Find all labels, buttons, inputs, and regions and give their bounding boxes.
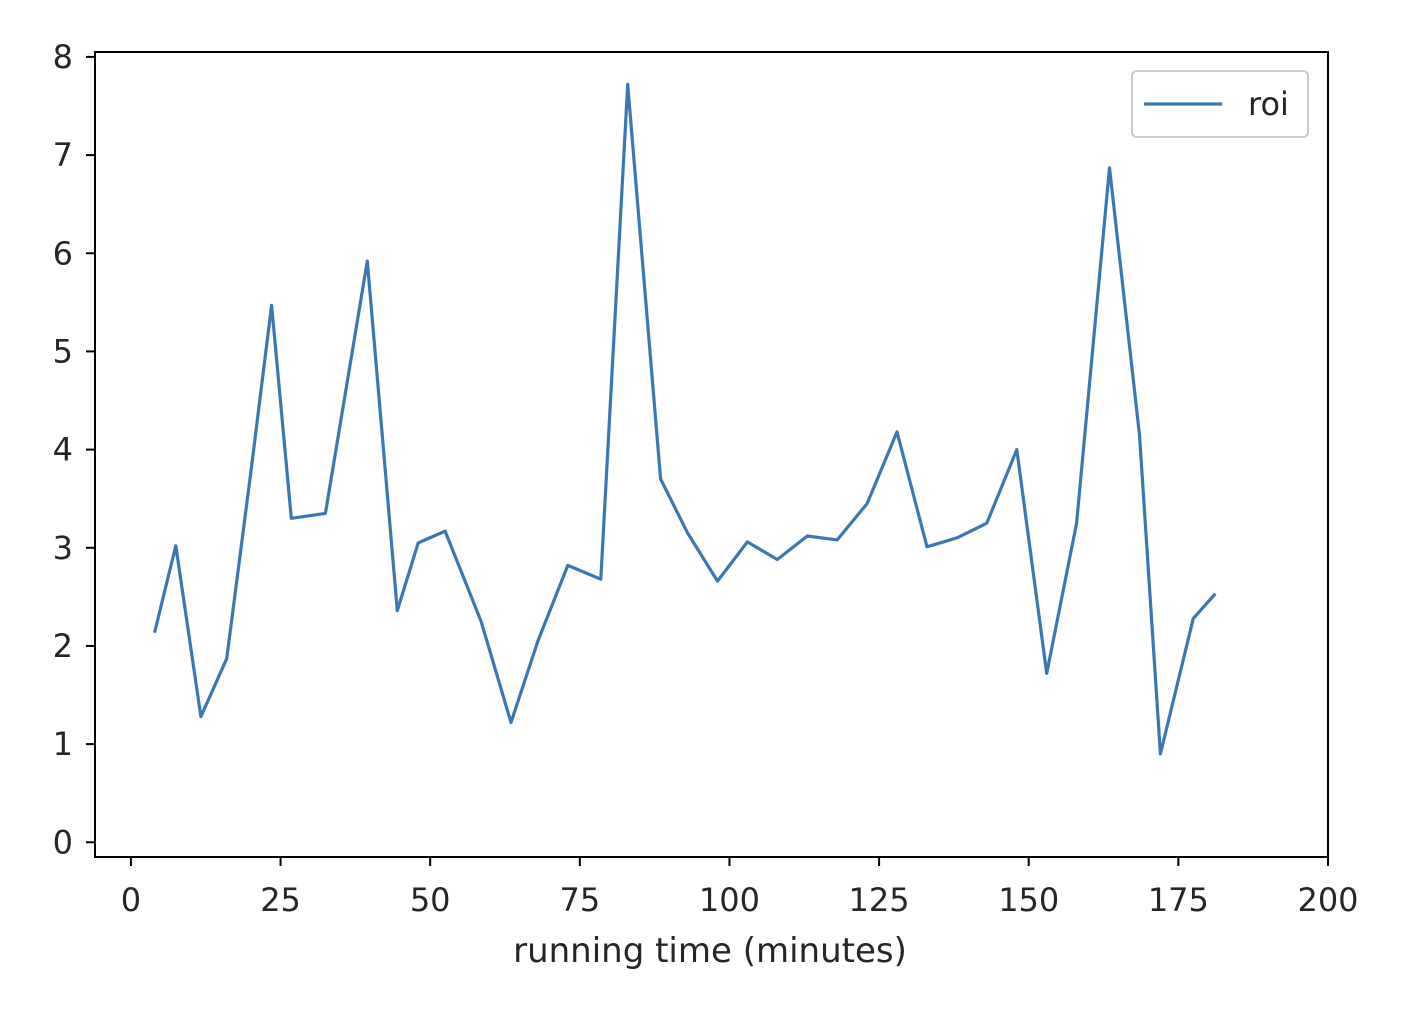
legend: roi	[1131, 70, 1309, 138]
x-tick-label: 25	[260, 881, 301, 919]
series-layer	[152, 82, 1217, 756]
x-axis: 0 25 50 75 100 125 150 175 200	[121, 857, 1359, 919]
y-tick-label: 6	[53, 234, 73, 272]
legend-label: roi	[1248, 85, 1289, 123]
y-tick-label: 4	[53, 431, 73, 469]
y-axis: 0 1 2 3 4 5 6 7 8	[53, 38, 95, 861]
y-tick-label: 7	[53, 136, 73, 174]
x-tick-label: 0	[121, 881, 141, 919]
y-tick-label: 3	[53, 529, 73, 567]
x-axis-label: running time (minutes)	[513, 931, 907, 971]
y-tick-label: 1	[53, 725, 73, 763]
plot-frame	[94, 51, 1329, 858]
y-tick-label: 2	[53, 627, 73, 665]
y-tick-label: 8	[53, 38, 73, 76]
x-tick-label: 75	[559, 881, 600, 919]
y-tick-label: 0	[53, 823, 73, 861]
plot-frame-layer	[94, 51, 1329, 858]
series-line-roi	[152, 82, 1217, 756]
x-tick-label: 200	[1297, 881, 1358, 919]
x-tick-label: 50	[410, 881, 451, 919]
x-tick-label: 150	[998, 881, 1059, 919]
x-tick-label: 175	[1148, 881, 1209, 919]
y-tick-label: 5	[53, 332, 73, 370]
x-tick-label: 125	[849, 881, 910, 919]
x-tick-label: 100	[699, 881, 760, 919]
